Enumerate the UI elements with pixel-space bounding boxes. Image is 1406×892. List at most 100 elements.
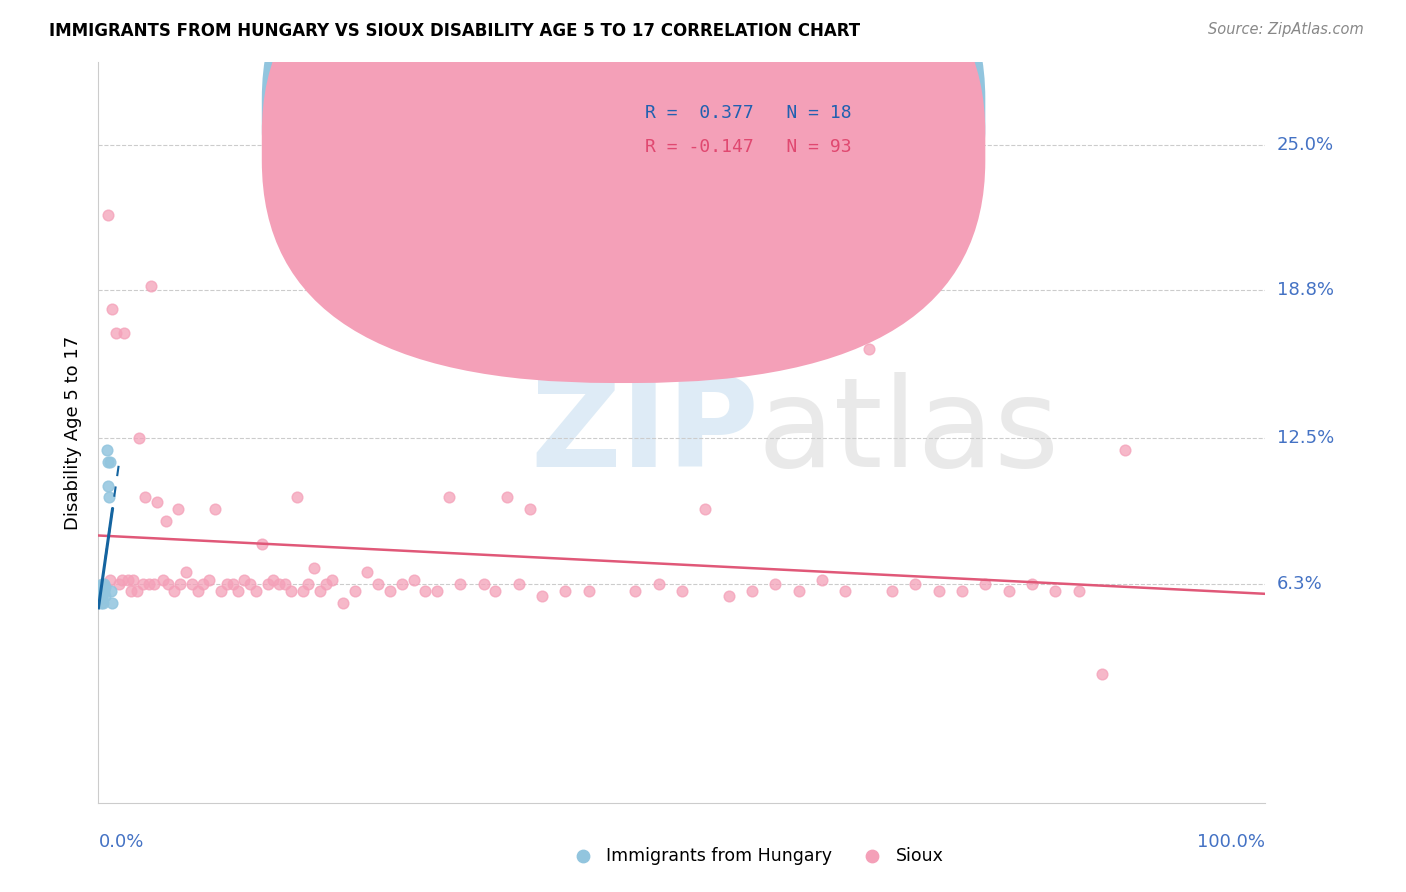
Text: 25.0%: 25.0% [1277,136,1334,153]
Text: 100.0%: 100.0% [1198,833,1265,851]
Point [139,278,162,293]
Text: R = -0.147   N = 93: R = -0.147 N = 93 [644,138,851,156]
Point [155,514,177,528]
Point [98,573,121,587]
Point [1114,443,1136,458]
Point [245,584,267,599]
Text: 6.3%: 6.3% [1277,575,1322,593]
Point [122,573,145,587]
Point [269,577,291,591]
Point [472,577,495,591]
Point [104,326,127,340]
Point [600,342,623,356]
Point [291,584,314,599]
Point [274,577,297,591]
Point [91,596,114,610]
Point [647,577,669,591]
Point [695,502,717,516]
Text: 0.0%: 0.0% [98,833,143,851]
Point [209,584,232,599]
Text: IMMIGRANTS FROM HUNGARY VS SIOUX DISABILITY AGE 5 TO 17 CORRELATION CHART: IMMIGRANTS FROM HUNGARY VS SIOUX DISABIL… [49,22,860,40]
Point [112,326,135,340]
Point [309,584,332,599]
Point [763,577,786,591]
FancyBboxPatch shape [262,0,986,349]
Point [163,584,186,599]
Point [89,584,111,599]
Point [204,502,226,516]
Point [1067,584,1090,599]
Point [262,573,284,587]
Point [174,566,197,580]
Point [974,577,997,591]
Point [97,208,120,222]
Point [193,577,215,591]
Point [578,584,600,599]
Point [811,573,834,587]
Point [180,577,202,591]
Point [671,584,693,599]
Point [152,573,174,587]
Point [108,577,131,591]
Point [90,589,112,603]
Point [100,584,122,599]
Point [125,584,148,599]
FancyBboxPatch shape [595,85,910,178]
Point [402,573,425,587]
Point [285,490,308,504]
Point [134,490,156,504]
Point [858,342,880,356]
FancyBboxPatch shape [262,0,986,383]
Point [280,584,302,599]
Point [834,584,856,599]
Point [101,596,124,610]
Point [146,495,169,509]
Point [233,573,256,587]
Point [997,584,1019,599]
Point [904,577,927,591]
Point [624,584,647,599]
Y-axis label: Disability Age 5 to 17: Disability Age 5 to 17 [65,335,83,530]
Point [93,584,115,599]
Point [1021,577,1043,591]
Point [187,584,209,599]
Point [143,577,166,591]
Point [91,580,114,594]
Point [461,342,484,356]
Text: Immigrants from Hungary: Immigrants from Hungary [606,847,832,865]
Point [96,443,118,458]
Point [426,584,449,599]
Point [97,455,120,469]
Point [332,596,354,610]
Point [111,573,134,587]
Point [98,455,121,469]
Point [132,577,155,591]
Point [90,591,112,606]
Point [117,573,139,587]
Point [519,502,541,516]
Point [356,566,378,580]
Point [256,577,278,591]
Point [157,577,180,591]
Point [166,502,188,516]
Point [950,584,973,599]
Point [391,577,413,591]
Point [198,573,221,587]
Text: 18.8%: 18.8% [1277,281,1333,300]
Point [530,589,553,603]
Point [1045,584,1067,599]
Point [97,478,120,492]
Point [787,584,810,599]
Text: atlas: atlas [758,372,1060,493]
Point [321,573,343,587]
Point [496,490,519,504]
Text: Sioux: Sioux [896,847,943,865]
Point [297,577,319,591]
Point [138,577,160,591]
Point [221,577,243,591]
Point [101,302,124,317]
Point [880,584,903,599]
Point [90,596,112,610]
Point [484,584,506,599]
Point [120,584,142,599]
